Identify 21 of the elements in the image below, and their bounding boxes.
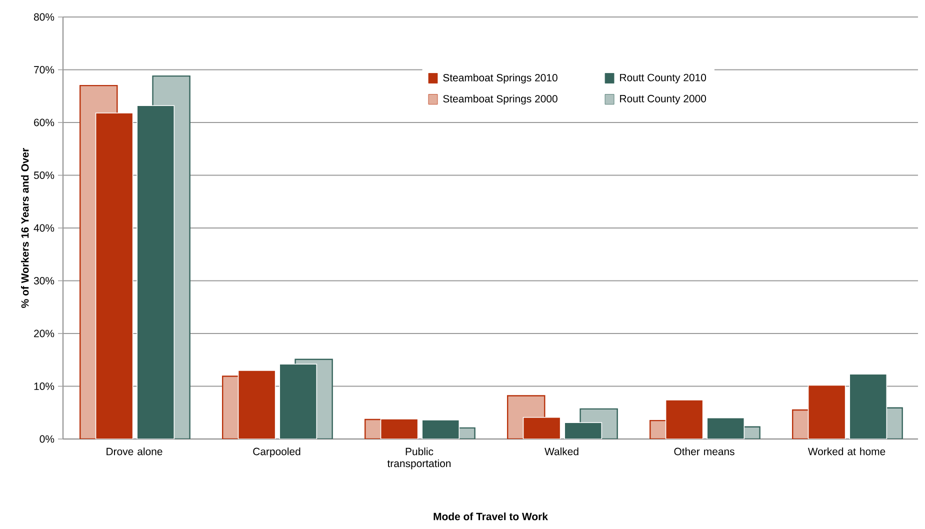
y-tick-label: 0%: [40, 435, 54, 443]
x-tick-label: Other means: [674, 448, 734, 456]
y-tick-label: 20%: [34, 330, 54, 338]
y-axis-title: % of Workers 16 Years and Over: [21, 148, 29, 308]
x-axis-title: Mode of Travel to Work: [434, 512, 548, 520]
y-tick-label: 80%: [34, 13, 54, 21]
legend-label: Routt County 2010: [620, 74, 706, 84]
y-tick-label: 30%: [34, 277, 54, 284]
legend-label: Routt County 2000: [620, 94, 706, 104]
legend-label: Steamboat Springs 2000: [443, 94, 558, 105]
x-tick-label: Worked at home: [808, 448, 886, 456]
x-tick-label: Carpooled: [253, 448, 300, 458]
x-tick-label: Walked: [544, 448, 578, 456]
y-tick-label: 40%: [34, 224, 54, 232]
y-tick-label: 60%: [34, 118, 54, 126]
y-tick-label: 10%: [34, 382, 54, 390]
legend-label: Steamboat Springs 2010: [443, 74, 558, 84]
y-tick-label: 50%: [34, 172, 54, 179]
y-tick-label: 70%: [34, 66, 54, 74]
x-tick-label: Drove alone: [106, 448, 162, 456]
x-tick-label: Public transportation: [387, 448, 451, 470]
